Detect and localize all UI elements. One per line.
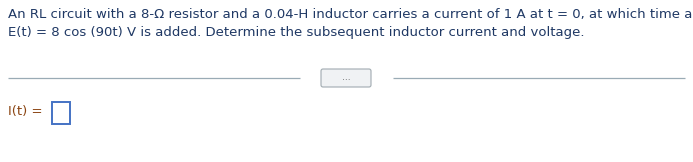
Text: I(t) =: I(t) =: [8, 105, 42, 118]
Text: E(t) = 8 cos (90t) V is added. Determine the subsequent inductor current and vol: E(t) = 8 cos (90t) V is added. Determine…: [8, 26, 584, 39]
Text: ...: ...: [342, 74, 351, 82]
FancyBboxPatch shape: [52, 102, 70, 124]
Text: An RL circuit with a 8-Ω resistor and a 0.04-H inductor carries a current of 1 A: An RL circuit with a 8-Ω resistor and a …: [8, 8, 693, 21]
FancyBboxPatch shape: [321, 69, 371, 87]
